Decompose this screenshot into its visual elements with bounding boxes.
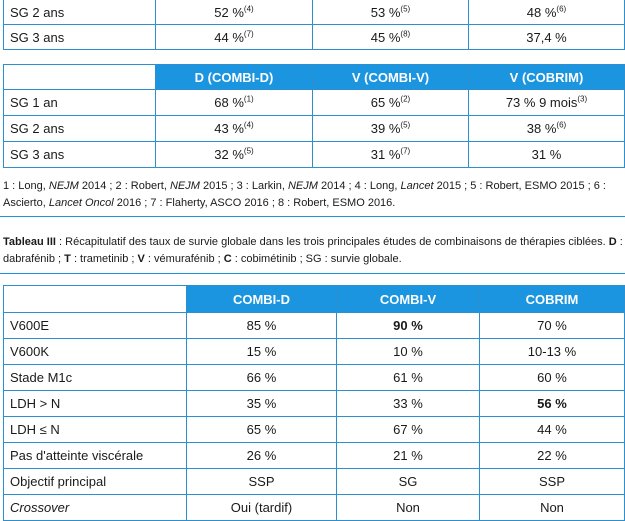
cell: 10 % <box>336 338 480 365</box>
row-label: SG 2 ans <box>3 115 156 142</box>
table-header-row: COMBI-D COMBI-V COBRIM <box>3 285 625 313</box>
cell: 33 % <box>336 390 480 417</box>
cell: 32 %(5) <box>155 141 313 168</box>
cell: 65 %(2) <box>312 89 469 116</box>
cell: 15 % <box>186 338 337 365</box>
divider <box>0 273 625 274</box>
cell: 48 %(6) <box>468 0 625 25</box>
table-header-row: D (COMBI-D) V (COMBI-V) V (COBRIM) <box>3 64 625 90</box>
header-cobrim: COBRIM <box>479 285 625 313</box>
row-label: Pas d'atteinte viscérale <box>3 442 187 469</box>
row-label: SG 2 ans <box>3 0 156 25</box>
cell: 61 % <box>336 364 480 391</box>
cell: 31 % <box>468 141 625 168</box>
table-caption: Tableau III : Récapitulatif des taux de … <box>3 236 623 265</box>
cell: 43 %(4) <box>155 115 313 142</box>
table-row: LDH > N 35 % 33 % 56 % <box>3 390 625 417</box>
cell: 37,4 % <box>468 24 625 50</box>
characteristics-table: COMBI-D COMBI-V COBRIM V600E 85 % 90 % 7… <box>3 285 625 521</box>
cell: Non <box>336 494 480 521</box>
cell: 45 %(8) <box>312 24 469 50</box>
cell: 35 % <box>186 390 337 417</box>
cell: SSP <box>186 468 337 495</box>
references: 1 : Long, NEJM 2014 ; 2 : Robert, NEJM 2… <box>3 180 606 209</box>
cell: 70 % <box>479 312 625 339</box>
table-row: SG 2 ans 43 %(4) 39 %(5) 38 %(6) <box>3 115 625 142</box>
cell: 39 %(5) <box>312 115 469 142</box>
cell: 44 % <box>479 416 625 443</box>
header-combi-v: V (COMBI-V) <box>312 64 469 90</box>
table-row: SG 2 ans 52 %(4) 53 %(5) 48 %(6) <box>3 0 625 25</box>
cell: 31 %(7) <box>312 141 469 168</box>
cell: 68 %(1) <box>155 89 313 116</box>
cell: 53 %(5) <box>312 0 469 25</box>
row-label: Crossover <box>3 494 187 521</box>
table-row: SG 3 ans 44 %(7) 45 %(8) 37,4 % <box>3 24 625 50</box>
survival-table-mid: D (COMBI-D) V (COMBI-V) V (COBRIM) SG 1 … <box>3 64 625 168</box>
cell: 21 % <box>336 442 480 469</box>
cell: 38 %(6) <box>468 115 625 142</box>
header-combi-d: D (COMBI-D) <box>155 64 313 90</box>
cell: 65 % <box>186 416 337 443</box>
cell: 90 % <box>336 312 480 339</box>
cell: 66 % <box>186 364 337 391</box>
cell: 56 % <box>479 390 625 417</box>
cell: SG <box>336 468 480 495</box>
cell: 85 % <box>186 312 337 339</box>
cell: 26 % <box>186 442 337 469</box>
table-row: LDH ≤ N 65 % 67 % 44 % <box>3 416 625 443</box>
cell: 52 %(4) <box>155 0 313 25</box>
row-label: SG 3 ans <box>3 24 156 50</box>
row-label: LDH ≤ N <box>3 416 187 443</box>
row-label: Objectif principal <box>3 468 187 495</box>
header-combi-v: COMBI-V <box>336 285 480 313</box>
survival-table-top: SG 2 ans 52 %(4) 53 %(5) 48 %(6) SG 3 an… <box>3 0 625 50</box>
row-label: V600K <box>3 338 187 365</box>
cell: 60 % <box>479 364 625 391</box>
table-row: Objectif principal SSP SG SSP <box>3 468 625 495</box>
header-cobrim: V (COBRIM) <box>468 64 625 90</box>
cell: 67 % <box>336 416 480 443</box>
table-row: SG 3 ans 32 %(5) 31 %(7) 31 % <box>3 141 625 168</box>
table-row: V600E 85 % 90 % 70 % <box>3 312 625 339</box>
table-row: V600K 15 % 10 % 10-13 % <box>3 338 625 365</box>
header-combi-d: COMBI-D <box>186 285 337 313</box>
row-label: SG 1 an <box>3 89 156 116</box>
cell: Non <box>479 494 625 521</box>
cell: 10-13 % <box>479 338 625 365</box>
header-blank <box>3 285 187 313</box>
row-label: Stade M1c <box>3 364 187 391</box>
divider <box>0 216 625 217</box>
row-label: V600E <box>3 312 187 339</box>
cell: 73 % 9 mois(3) <box>468 89 625 116</box>
cell: SSP <box>479 468 625 495</box>
table-row: Crossover Oui (tardif) Non Non <box>3 494 625 521</box>
cell: 22 % <box>479 442 625 469</box>
row-label: SG 3 ans <box>3 141 156 168</box>
row-label: LDH > N <box>3 390 187 417</box>
cell: 44 %(7) <box>155 24 313 50</box>
table-row: Pas d'atteinte viscérale 26 % 21 % 22 % <box>3 442 625 469</box>
table-row: Stade M1c 66 % 61 % 60 % <box>3 364 625 391</box>
header-blank <box>3 64 156 90</box>
cell: Oui (tardif) <box>186 494 337 521</box>
table-row: SG 1 an 68 %(1) 65 %(2) 73 % 9 mois(3) <box>3 89 625 116</box>
